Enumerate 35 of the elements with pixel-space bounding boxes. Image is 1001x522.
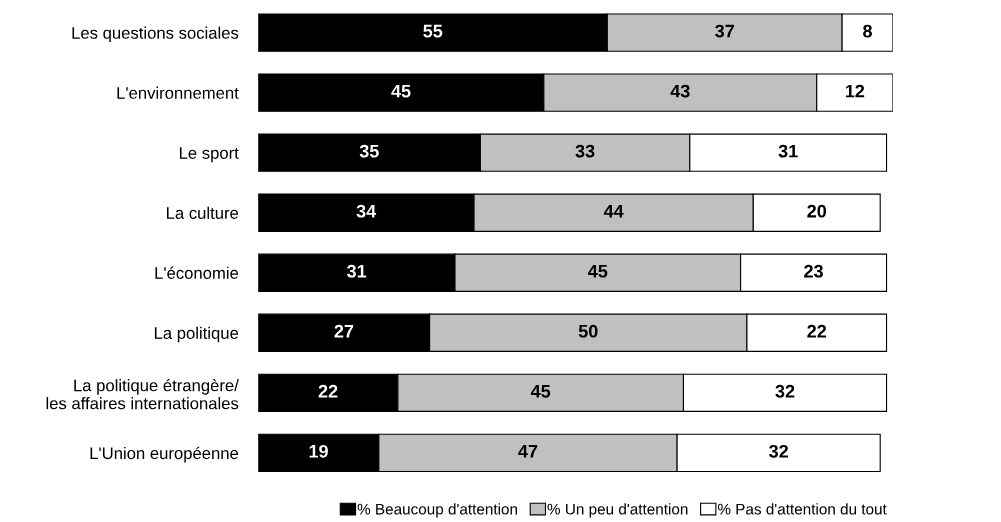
y-tick-label: La culture [166,206,239,219]
data-label: 31 [778,144,798,158]
legend-label: % Pas d'attention du tout [717,503,887,515]
data-label: 22 [807,324,827,338]
data-label: 43 [670,84,690,98]
data-label: 32 [775,384,795,398]
data-label: 20 [807,204,827,218]
data-label: 45 [588,264,608,278]
data-label: 27 [334,324,354,338]
y-tick-label: Le sport [179,147,239,163]
data-label: 32 [769,444,788,458]
legend-label: % Un peu d'attention [547,503,688,518]
data-label: 37 [715,24,734,38]
data-label: 55 [423,24,443,38]
legend-label: % Beaucoup d'attention [357,503,518,518]
data-label: 44 [603,204,624,218]
data-label: 45 [391,84,411,98]
data-label: 12 [845,84,865,98]
data-label: 50 [578,324,598,338]
y-tick-label: L'environnement [117,86,239,99]
data-label: 31 [347,264,367,278]
y-tick-label: La politique [154,326,239,343]
data-label: 33 [575,144,595,158]
data-label: 47 [518,445,538,458]
y-tick-label: L'Union européenne [90,446,239,463]
data-label: 35 [359,144,379,158]
y-tick-label: L'économie [155,266,239,279]
data-label: 34 [356,204,377,218]
data-label: 19 [309,444,328,458]
y-tick-label: Les questions sociales [72,26,239,43]
data-label: 8 [863,24,872,38]
data-label: 22 [318,384,338,398]
data-label: 23 [804,264,823,278]
data-label: 45 [530,385,551,398]
y-tick-label: La politique étrangère/ les affaires internationales [46,378,239,410]
